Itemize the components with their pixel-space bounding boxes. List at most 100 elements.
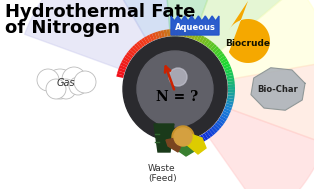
Polygon shape — [161, 0, 230, 89]
Polygon shape — [170, 29, 173, 36]
Polygon shape — [198, 136, 203, 143]
Polygon shape — [136, 41, 143, 49]
Text: Bio-Char: Bio-Char — [257, 84, 298, 94]
Polygon shape — [160, 30, 165, 38]
Polygon shape — [149, 34, 154, 41]
Polygon shape — [175, 0, 314, 89]
Polygon shape — [130, 47, 137, 54]
Polygon shape — [226, 72, 233, 77]
Polygon shape — [126, 52, 133, 58]
Polygon shape — [219, 55, 226, 62]
Polygon shape — [223, 63, 230, 69]
Polygon shape — [208, 42, 215, 49]
Polygon shape — [184, 30, 188, 37]
Polygon shape — [221, 113, 228, 119]
Polygon shape — [226, 75, 234, 79]
Polygon shape — [118, 68, 125, 73]
Polygon shape — [173, 29, 176, 36]
Polygon shape — [175, 0, 298, 89]
Polygon shape — [116, 74, 124, 78]
Circle shape — [62, 67, 86, 91]
Polygon shape — [192, 32, 197, 40]
Polygon shape — [251, 68, 305, 110]
Polygon shape — [166, 29, 170, 36]
Polygon shape — [216, 120, 224, 127]
Polygon shape — [228, 90, 235, 93]
Polygon shape — [225, 103, 233, 108]
Polygon shape — [144, 36, 150, 44]
Polygon shape — [119, 65, 127, 70]
Polygon shape — [224, 66, 231, 71]
Polygon shape — [164, 30, 168, 37]
Polygon shape — [228, 84, 235, 87]
Text: Biocrude: Biocrude — [225, 39, 270, 47]
Text: of Nitrogen: of Nitrogen — [5, 19, 120, 37]
Polygon shape — [203, 39, 210, 46]
Circle shape — [69, 77, 87, 95]
Circle shape — [37, 69, 59, 91]
Polygon shape — [228, 81, 235, 84]
Polygon shape — [207, 130, 213, 137]
Polygon shape — [189, 31, 194, 39]
Text: Gas: Gas — [57, 78, 75, 88]
Text: Hydrothermal Fate: Hydrothermal Fate — [5, 3, 195, 21]
Polygon shape — [117, 71, 125, 75]
Polygon shape — [173, 140, 196, 156]
Polygon shape — [175, 61, 314, 144]
Polygon shape — [226, 101, 234, 105]
Polygon shape — [25, 0, 175, 89]
Polygon shape — [219, 115, 227, 122]
Polygon shape — [120, 62, 127, 68]
Circle shape — [45, 69, 75, 99]
Polygon shape — [171, 16, 219, 35]
Polygon shape — [225, 69, 232, 74]
Text: Waste
(Feed): Waste (Feed) — [148, 164, 176, 183]
Polygon shape — [209, 128, 215, 135]
Polygon shape — [211, 126, 218, 133]
Polygon shape — [186, 134, 206, 154]
Polygon shape — [95, 0, 175, 89]
Polygon shape — [225, 106, 232, 111]
Polygon shape — [139, 40, 145, 47]
Circle shape — [169, 68, 187, 86]
Polygon shape — [176, 29, 179, 36]
Polygon shape — [227, 78, 235, 82]
Polygon shape — [214, 122, 222, 129]
Circle shape — [174, 128, 192, 146]
Polygon shape — [178, 29, 182, 36]
Circle shape — [74, 71, 96, 93]
Polygon shape — [121, 60, 129, 65]
Polygon shape — [197, 34, 202, 42]
Polygon shape — [186, 30, 191, 38]
Polygon shape — [155, 32, 160, 39]
Polygon shape — [181, 29, 185, 37]
Polygon shape — [202, 133, 208, 141]
Polygon shape — [128, 50, 135, 56]
Polygon shape — [218, 118, 225, 124]
Polygon shape — [227, 95, 235, 99]
Polygon shape — [132, 45, 139, 52]
Polygon shape — [134, 43, 141, 50]
Polygon shape — [124, 54, 132, 61]
Polygon shape — [175, 89, 314, 189]
Polygon shape — [214, 48, 221, 55]
Polygon shape — [228, 93, 235, 96]
Circle shape — [172, 126, 194, 148]
Text: N = ?: N = ? — [156, 90, 198, 104]
Polygon shape — [217, 53, 225, 59]
Polygon shape — [223, 108, 231, 114]
Polygon shape — [216, 50, 223, 57]
Polygon shape — [213, 124, 220, 131]
Polygon shape — [199, 36, 205, 43]
Polygon shape — [146, 35, 152, 42]
Polygon shape — [222, 111, 230, 116]
Polygon shape — [220, 58, 228, 64]
Polygon shape — [222, 61, 229, 66]
Text: Aqueous: Aqueous — [175, 22, 215, 32]
Polygon shape — [204, 132, 211, 139]
Polygon shape — [228, 87, 235, 90]
Polygon shape — [166, 138, 182, 152]
Polygon shape — [123, 57, 130, 63]
Circle shape — [137, 51, 213, 127]
Polygon shape — [152, 33, 157, 40]
